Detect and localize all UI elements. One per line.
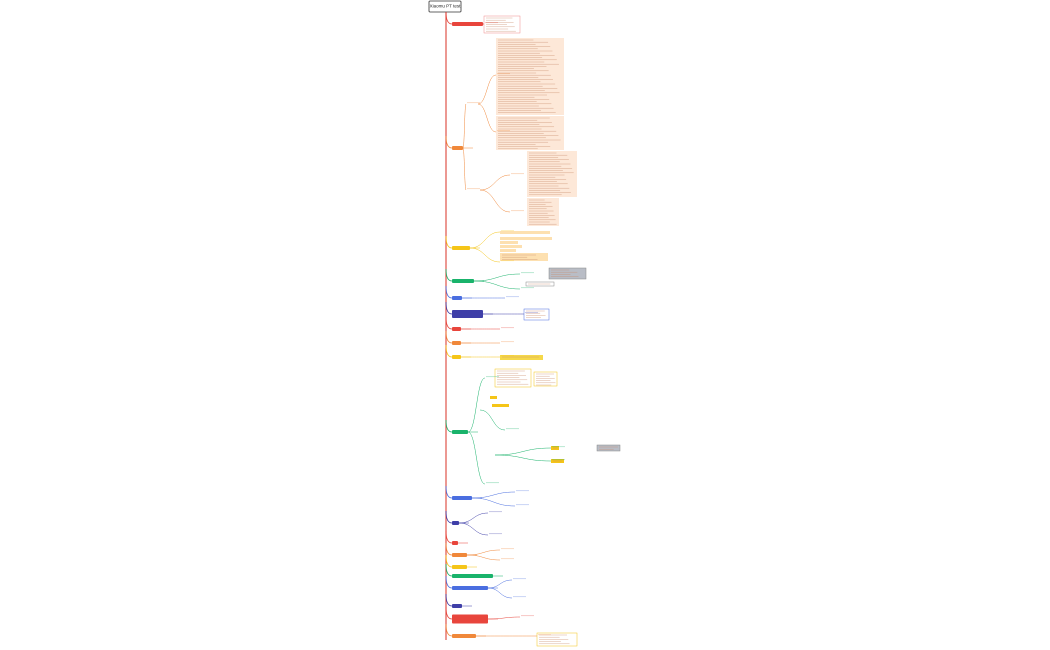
branch-connector [445, 235, 453, 249]
child-connector [487, 616, 521, 620]
branch-connector [445, 330, 453, 344]
branch-node [452, 565, 467, 569]
child-connector [458, 522, 489, 536]
detail-box [494, 368, 532, 388]
child-connector [487, 587, 513, 599]
branch-connector [445, 606, 453, 620]
branch-connector [445, 593, 453, 607]
child-connector [466, 549, 501, 556]
detail-box [548, 267, 587, 280]
branch-connector [445, 285, 453, 299]
branch-connector [445, 485, 453, 499]
branch-connector [445, 510, 453, 524]
branch-node [452, 604, 462, 608]
branch-node [452, 355, 461, 359]
detail-box [496, 38, 564, 115]
child-connector [487, 579, 513, 589]
branch-node [452, 496, 472, 500]
branch-connector [445, 301, 453, 315]
child-connector [469, 231, 501, 249]
detail-box [500, 249, 516, 252]
branch-node [452, 246, 470, 250]
branch-node [452, 341, 461, 345]
detail-box [496, 116, 564, 150]
branch-connector [445, 419, 453, 433]
branch-node [452, 296, 462, 300]
detail-box [500, 231, 550, 234]
child-connector [466, 554, 501, 561]
detail-box [492, 404, 509, 407]
detail-box [500, 355, 543, 360]
branch-connector [445, 268, 453, 282]
branch-node [452, 430, 468, 434]
child-connector [471, 497, 516, 507]
branch-connector [445, 530, 453, 544]
branch-connector [445, 135, 453, 149]
branch-connector [445, 316, 453, 330]
branch-node [452, 553, 467, 557]
branch-node [452, 634, 476, 638]
branch-node [452, 521, 459, 525]
branch-node [452, 327, 461, 331]
branch-connector [445, 542, 453, 556]
branch-connector [445, 575, 453, 589]
branch-node [452, 586, 488, 590]
child-connector [479, 409, 506, 431]
branch-connector [445, 563, 453, 577]
branch-node [452, 541, 458, 545]
branch-node [452, 574, 493, 578]
branch-node [452, 146, 463, 150]
detail-box [500, 245, 522, 248]
child-connector [467, 377, 486, 433]
branch-connector [445, 11, 453, 25]
branch-node [452, 279, 474, 283]
detail-box [490, 396, 497, 399]
child-connector [477, 74, 497, 105]
branch-connector [445, 554, 453, 568]
detail-box [500, 237, 552, 240]
child-connector [473, 273, 521, 282]
child-connector [471, 491, 516, 499]
detail-box [500, 241, 518, 244]
child-connector [479, 174, 511, 191]
branch-connector [445, 344, 453, 358]
child-connector [494, 447, 552, 456]
child-connector [494, 454, 552, 462]
child-connector [473, 280, 521, 290]
child-connector [469, 247, 501, 263]
child-connector [467, 431, 486, 485]
detail-box [527, 198, 559, 226]
branch-connector [445, 623, 453, 637]
root-title: Xiaomu PT test [430, 4, 461, 9]
detail-box [523, 308, 550, 321]
root-node [428, 0, 462, 13]
child-connector [479, 189, 511, 213]
detail-box [596, 444, 621, 452]
child-connector [477, 103, 497, 133]
detail-box [527, 151, 577, 197]
child-connector [458, 512, 489, 524]
child-connector [462, 103, 467, 149]
detail-box [533, 371, 558, 387]
branch-node [452, 310, 483, 318]
branch-node [452, 614, 488, 624]
child-connector [462, 147, 467, 191]
